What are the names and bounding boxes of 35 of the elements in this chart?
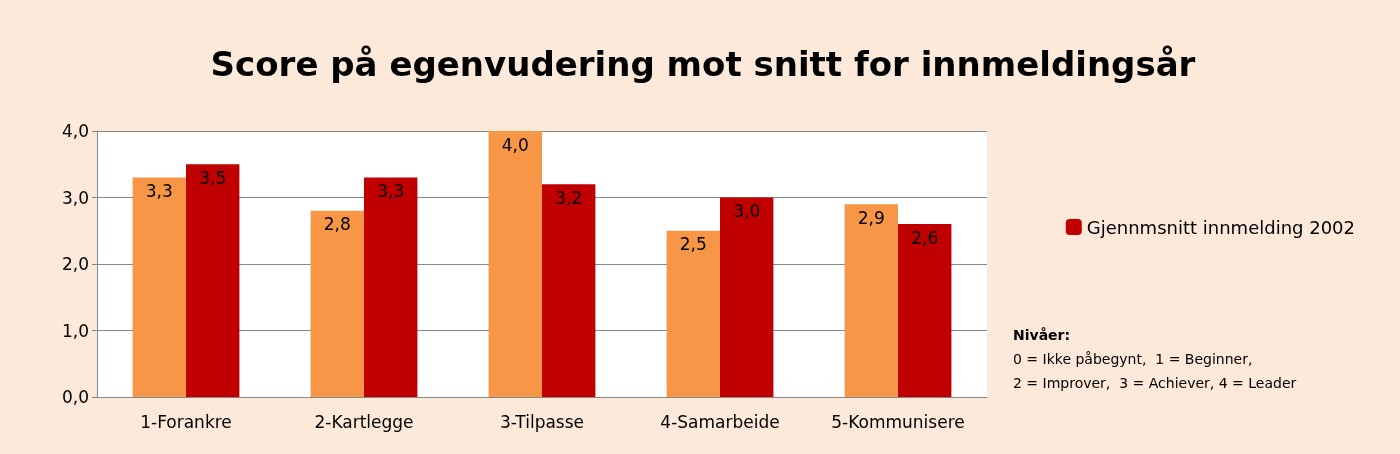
bar (720, 197, 774, 397)
y-tick-label: 4,0 (61, 121, 89, 141)
legend-label: Gjennmsnitt innmelding 2002 (1086, 216, 1355, 238)
data-label: 2,6 (911, 227, 939, 248)
y-tick-label: 3,0 (61, 187, 89, 208)
text: Nivåer: (1013, 327, 1071, 343)
y-tick-label: 0,0 (61, 387, 89, 407)
bar (364, 177, 418, 397)
y-tick-label: 1,0 (61, 320, 89, 341)
x-tick-label: 3-Tilpasse (499, 411, 585, 432)
data-label: 4,0 (501, 134, 529, 155)
x-tick-label: 2-Kartlegge (314, 411, 414, 432)
data-label: 3,3 (377, 181, 405, 202)
data-label: 2,8 (323, 214, 351, 235)
text: 2 = Improver, 3 = Achiever, 4 = Leader (1013, 375, 1297, 391)
chart-title: Score på egenvudering mot snitt for innmeldingsår (210, 44, 1196, 84)
bar (844, 204, 898, 397)
bar (542, 184, 596, 397)
x-tick-label: 5-Kommunisere (831, 411, 965, 432)
bar (310, 210, 364, 397)
bar (666, 230, 720, 397)
bar (488, 131, 542, 397)
data-label: 3,2 (555, 187, 583, 208)
bar (132, 177, 186, 397)
y-tick-label: 2,0 (61, 254, 89, 274)
data-label: 3,5 (199, 167, 227, 188)
x-tick-label: 1-Forankre (140, 411, 232, 432)
text: 0 = Ikke påbegynt, 1 = Beginner, (1013, 351, 1253, 367)
bar (898, 224, 952, 397)
data-label: 2,9 (857, 207, 885, 228)
data-label: 3,3 (145, 181, 173, 202)
x-tick-label: 4-Samarbeide (660, 411, 780, 432)
data-label: 3,0 (733, 201, 761, 221)
data-label: 2,5 (679, 234, 707, 255)
bar (186, 164, 240, 397)
